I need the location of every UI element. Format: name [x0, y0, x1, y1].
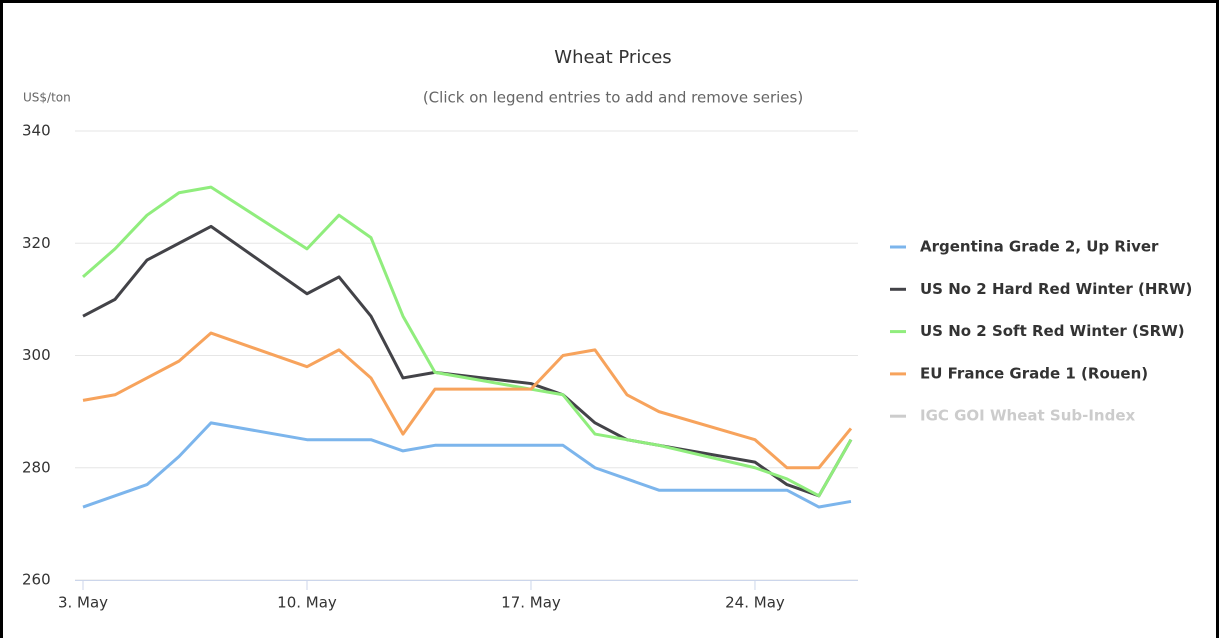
legend-item[interactable]: Argentina Grade 2, Up River — [920, 238, 1159, 256]
y-tick-label: 300 — [22, 346, 51, 364]
series-line — [82, 331, 853, 470]
legend-item[interactable]: EU France Grade 1 (Rouen) — [920, 364, 1148, 382]
y-tick-label: 340 — [22, 122, 51, 140]
y-tick-label: 320 — [22, 234, 51, 252]
legend-item[interactable]: IGC GOI Wheat Sub-Index — [920, 407, 1136, 425]
y-tick-label: 280 — [22, 458, 51, 476]
x-tick-label: 10. May — [277, 594, 337, 612]
x-tick-label: 17. May — [501, 594, 561, 612]
x-tick-label: 3. May — [58, 594, 108, 612]
legend-item[interactable]: US No 2 Soft Red Winter (SRW) — [920, 322, 1185, 340]
y-tick-label: 260 — [22, 571, 51, 589]
x-tick-label: 24. May — [725, 594, 785, 612]
y-axis-label: US$/ton — [23, 91, 71, 105]
chart-subtitle: (Click on legend entries to add and remo… — [423, 89, 803, 107]
chart-title: Wheat Prices — [554, 47, 671, 68]
series-line — [82, 185, 853, 498]
series-line — [82, 421, 852, 509]
legend-item[interactable]: US No 2 Hard Red Winter (HRW) — [920, 280, 1192, 298]
